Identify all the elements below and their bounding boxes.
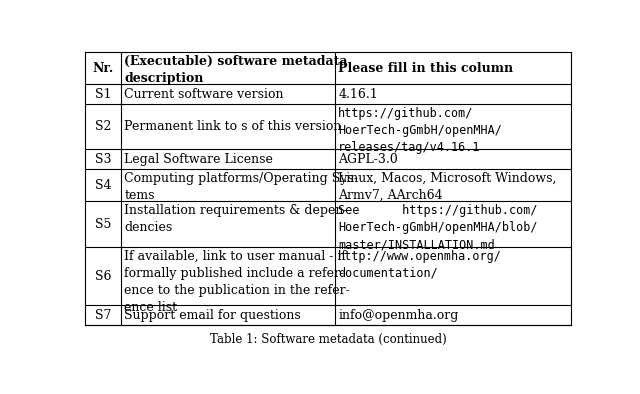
- Text: Support email for questions: Support email for questions: [124, 309, 301, 322]
- Text: Computing platforms/Operating Sys-
tems: Computing platforms/Operating Sys- tems: [124, 171, 358, 202]
- Text: info@openmha.org: info@openmha.org: [339, 309, 459, 322]
- Text: Linux, Macos, Microsoft Windows,
Armv7, AArch64: Linux, Macos, Microsoft Windows, Armv7, …: [339, 171, 557, 202]
- Text: S3: S3: [95, 152, 111, 165]
- Text: S6: S6: [95, 269, 111, 282]
- Text: Current software version: Current software version: [124, 87, 284, 100]
- Text: S2: S2: [95, 120, 111, 133]
- Text: Legal Software License: Legal Software License: [124, 152, 273, 165]
- Text: Installation requirements & depen-
dencies: Installation requirements & depen- denci…: [124, 204, 348, 234]
- Text: http://www.openmha.org/
documentation/: http://www.openmha.org/ documentation/: [339, 249, 502, 280]
- Text: S4: S4: [95, 178, 111, 191]
- Text: 4.16.1: 4.16.1: [339, 87, 378, 100]
- Text: Please fill in this column: Please fill in this column: [339, 61, 513, 74]
- Text: https://github.com/
HoerTech-gGmbH/openMHA/
releases/tag/v4.16.1: https://github.com/ HoerTech-gGmbH/openM…: [339, 106, 502, 154]
- Text: Table 1: Software metadata (continued): Table 1: Software metadata (continued): [210, 333, 446, 346]
- Text: Permanent link to s of this version: Permanent link to s of this version: [124, 120, 342, 133]
- Text: (Executable) software metadata
description: (Executable) software metadata descripti…: [124, 54, 348, 85]
- Text: AGPL-3.0: AGPL-3.0: [339, 152, 398, 165]
- Text: If available, link to user manual - if
formally published include a refer-
ence : If available, link to user manual - if f…: [124, 249, 350, 314]
- Text: S5: S5: [95, 217, 111, 230]
- Text: S1: S1: [95, 87, 111, 100]
- Text: Nr.: Nr.: [93, 61, 114, 74]
- Text: S7: S7: [95, 309, 111, 322]
- Text: See      https://github.com/
HoerTech-gGmbH/openMHA/blob/
master/INSTALLATION.md: See https://github.com/ HoerTech-gGmbH/o…: [339, 204, 538, 251]
